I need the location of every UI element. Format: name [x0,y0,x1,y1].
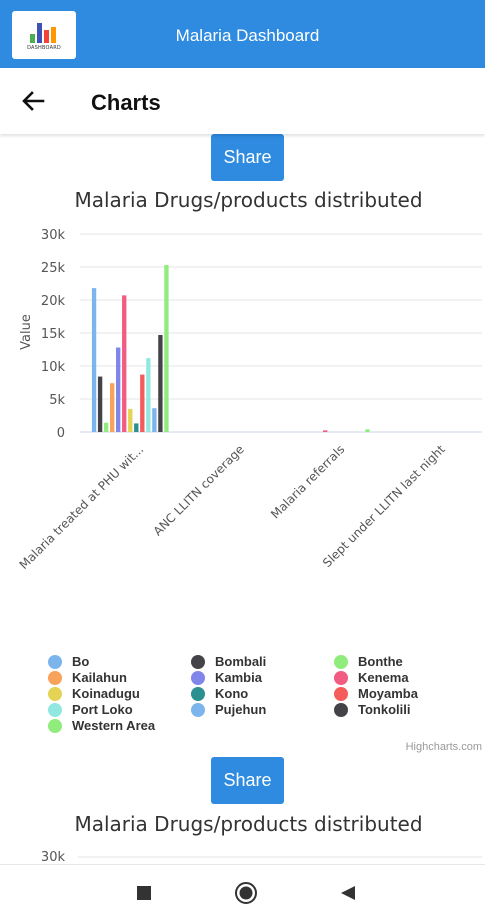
x-tick-label: Malaria treated at PHU wit... [17,442,147,572]
legend-label: Bo [72,654,90,669]
y-tick-label: 0 [57,426,65,441]
legend-dot-icon [48,671,62,685]
chart-title: Malaria Drugs/products distributed [74,188,423,212]
legend-label: Port Loko [72,702,133,717]
legend-label: Kambia [215,670,262,685]
app-bar: DASHBOARD Malaria Dashboard [0,0,485,68]
share-button[interactable]: Share [211,134,284,181]
legend-label: Kono [215,686,249,701]
bar-kambia[interactable] [116,347,121,432]
y-tick-label: 25k [41,261,66,276]
y-tick-label: 20k [41,294,66,309]
legend-label: Pujehun [215,702,267,717]
legend-label: Tonkolili [358,702,411,717]
bar-tonkolili[interactable] [158,334,163,432]
back-nav-button[interactable] [328,865,368,921]
bar-kenema[interactable] [323,430,328,432]
bar-kenema[interactable] [122,295,127,432]
bar-kono[interactable] [134,423,139,432]
legend-label: Bonthe [358,654,403,669]
legend-dot-icon [48,703,62,717]
legend-dot-icon [191,687,205,701]
bar-moyamba[interactable] [140,374,145,432]
home-circle-icon [235,882,257,904]
legend-dot-icon [48,655,62,669]
legend-dot-icon [334,687,348,701]
page-header: Charts [0,68,485,134]
bar-bombali[interactable] [97,376,103,432]
chart-credits[interactable]: Highcharts.com [405,741,482,753]
share-button-2[interactable]: Share [211,757,284,804]
bar-pujehun[interactable] [152,408,157,432]
y-tick-label: 5k [49,393,65,408]
legend-dot-icon [191,655,205,669]
legend-label: Moyamba [358,686,418,701]
x-tick-label: Malaria referrals [268,442,347,521]
back-button[interactable] [20,88,46,114]
app-title: Malaria Dashboard [175,26,320,45]
legend-dot-icon [334,655,348,669]
bar-western-area[interactable] [164,265,169,432]
y-tick-label: 15k [41,327,66,342]
back-triangle-icon [341,886,355,900]
legend-label: Bombali [215,654,267,669]
y-tick-label: 10k [41,360,66,375]
bar-chart: 0 5k 10k 15k 20k 25k 30k Malaria treated at PH… [17,228,482,572]
recents-button[interactable] [124,865,164,921]
square-icon [137,886,151,900]
legend-dot-icon [191,671,205,685]
legend-dot-icon [191,703,205,717]
bar-port-loko[interactable] [146,358,151,432]
legend-dot-icon [48,687,62,701]
legend-label: Kenema [358,670,409,685]
bar-western-area[interactable] [365,429,370,432]
bar-kailahun[interactable] [109,383,115,432]
bar-chart-2: 30k [41,850,482,865]
legend-label: Koinadugu [72,686,140,701]
bar-koinadugu[interactable] [128,408,133,432]
legend-label: Kailahun [72,670,127,685]
legend-dot-icon [334,703,348,717]
legend-dot-icon [334,671,348,685]
x-tick-label: Slept under LLITN last night [320,442,448,570]
logo-caption: DASHBOARD [27,45,61,51]
legend-label: Western Area [72,718,156,733]
system-nav-bar [0,864,485,921]
dashboard-logo: DASHBOARD [12,11,76,59]
y-axis-label: Value [19,314,34,350]
bar-bo[interactable] [91,288,97,432]
legend-dot-icon [48,719,62,733]
arrow-left-icon [22,91,45,111]
y-tick-label: 30k [41,228,66,243]
home-button[interactable] [226,865,266,921]
bar-bonthe[interactable] [103,422,109,432]
chart-title-2: Malaria Drugs/products distributed [74,812,423,836]
x-tick-label: ANC LLITN coverage [151,442,247,538]
y-tick-label: 30k [41,850,66,865]
page-title: Charts [91,90,161,115]
